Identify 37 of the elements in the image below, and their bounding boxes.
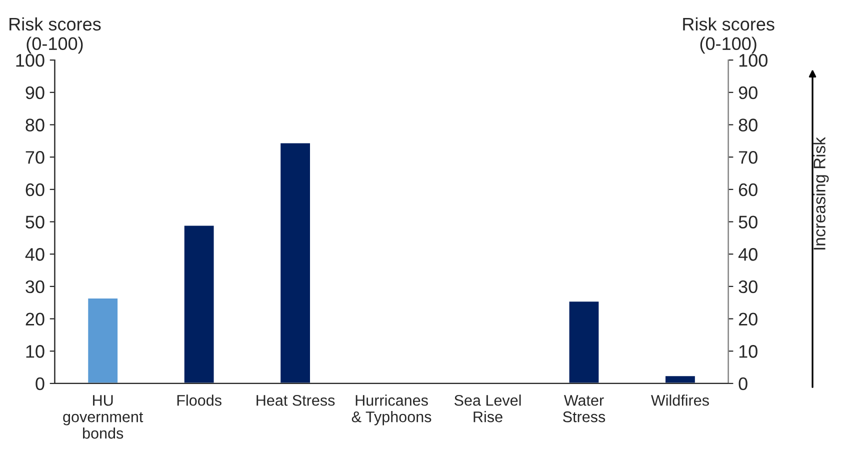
y2-tick-label: 100 (739, 54, 768, 67)
bar (279, 142, 312, 384)
y-tick-label: 100 (16, 54, 44, 67)
y2-tick-label: 10 (739, 345, 758, 358)
y2-tick-label: 90 (738, 86, 758, 100)
y-tick-label: 60 (26, 183, 44, 196)
y2-tick-label: 30 (738, 280, 758, 294)
y2-tick-label: 80 (738, 118, 758, 132)
y2-tick-label: 20 (738, 312, 758, 326)
x-tick-label: Sea Level Rise (454, 394, 521, 422)
y2-tick-label: 70 (738, 151, 758, 164)
y-tick-label: 50 (26, 216, 44, 228)
y2-tick-label: 0 (738, 377, 748, 390)
x-tick-label: Water Stress (563, 395, 606, 422)
bar (182, 224, 216, 384)
x-tick-label: Hurricanes & Typhoons (352, 394, 432, 426)
bar (568, 300, 600, 384)
y2-axis-title: Risk scores (0-100) (683, 17, 774, 54)
y-tick-label: 0 (36, 377, 44, 390)
y-tick-label: 20 (26, 312, 44, 326)
y-tick-label: 30 (26, 280, 44, 294)
y-tick-label: 90 (26, 86, 44, 100)
y2-tick-label: 60 (738, 183, 758, 196)
x-tick-label: Wildfires (651, 394, 709, 406)
y-tick-label: 40 (25, 248, 44, 261)
bar (86, 297, 119, 384)
y2-tick-label: 40 (738, 248, 758, 261)
bar (664, 374, 696, 384)
y-tick-label: 70 (26, 151, 44, 164)
x-tick-label: Heat Stress (256, 394, 335, 406)
x-tick-label: HU government bonds (63, 395, 144, 439)
x-tick-label: Floods (177, 394, 222, 406)
y2-tick-label: 50 (738, 216, 758, 228)
y-tick-label: 10 (26, 345, 44, 358)
text: Increasing Risk (813, 137, 829, 250)
y-axis-title: Risk scores (0-100) (10, 17, 101, 54)
y-tick-label: 80 (26, 118, 44, 132)
